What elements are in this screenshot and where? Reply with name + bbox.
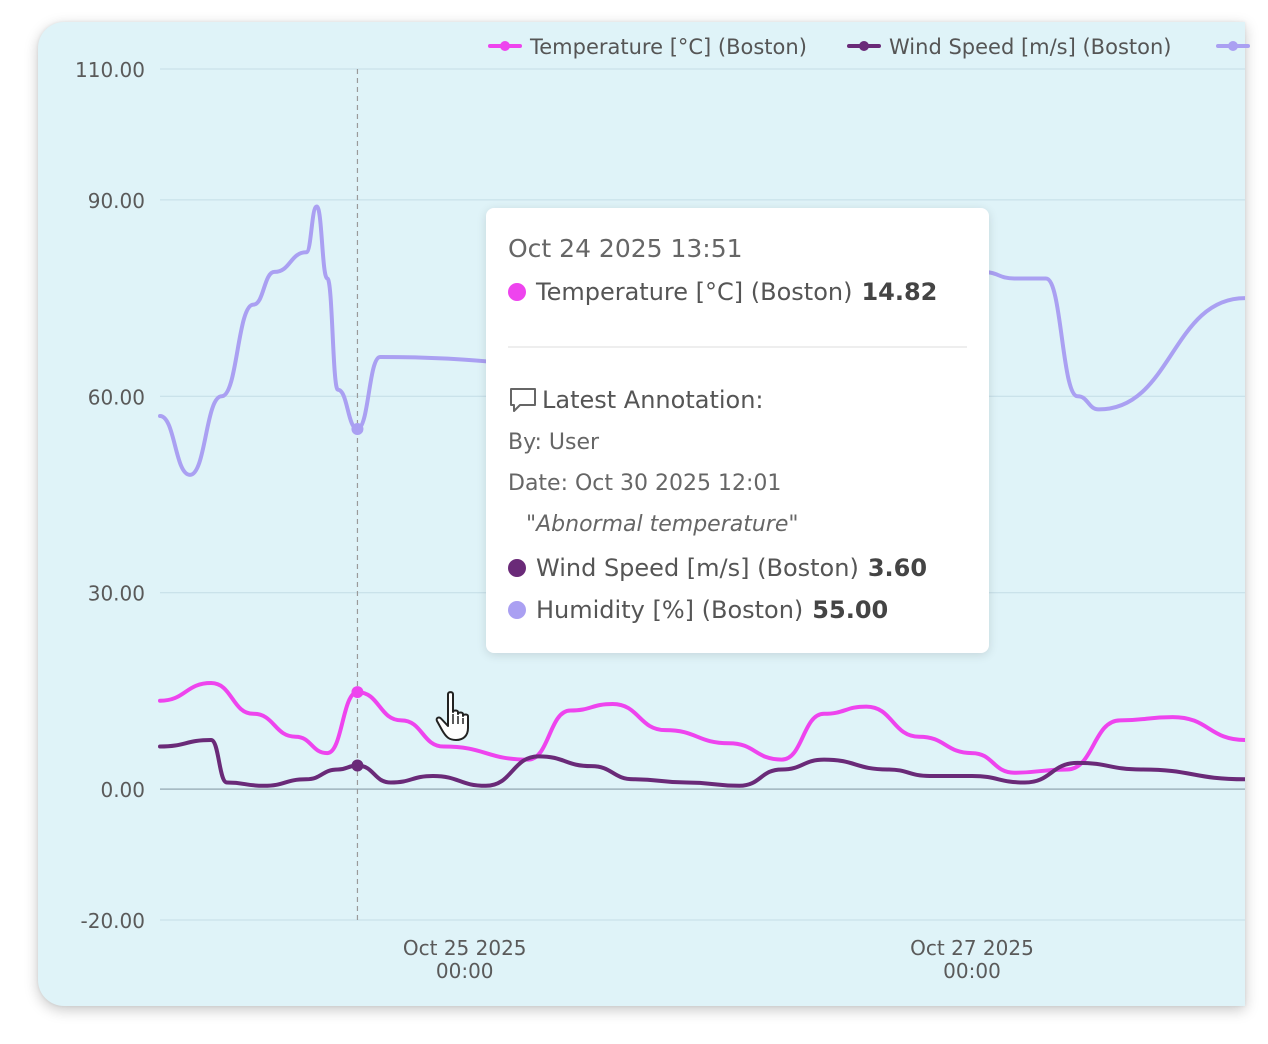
tooltip-wind-row: Wind Speed [m/s] (Boston) 3.60 [508, 554, 927, 582]
tooltip-annotation-heading-row: Latest Annotation: [508, 386, 764, 414]
hover-point-2 [351, 423, 364, 436]
y-tick-label: 110.00 [75, 58, 145, 82]
humidity-dot-icon [508, 601, 526, 619]
series-line-2 [158, 204, 1245, 477]
tooltip-annotation-heading: Latest Annotation: [542, 386, 764, 414]
tooltip-annotation-author: By: User [508, 430, 600, 455]
y-tick-label: 30.00 [88, 582, 145, 606]
x-tick-label: 00:00 [436, 959, 494, 983]
y-tick-label: 0.00 [100, 778, 145, 802]
legend-marker [859, 41, 869, 51]
x-tick-label: Oct 25 2025 [403, 936, 527, 960]
tooltip-humidity-value: 55.00 [812, 596, 889, 624]
tooltip-annotation-text: "Abnormal temperature" [526, 512, 799, 537]
tooltip-wind-label: Wind Speed [m/s] (Boston) [536, 554, 859, 582]
tooltip-humidity-label: Humidity [%] (Boston) [536, 596, 804, 624]
hand-pointer-icon [435, 691, 469, 741]
hover-point-1 [351, 759, 364, 772]
y-tick-label: -20.00 [81, 909, 145, 933]
wind-dot-icon [508, 559, 526, 577]
hover-tooltip: Oct 24 2025 13:51 Temperature [°C] (Bost… [486, 208, 989, 653]
hover-point-0 [351, 686, 364, 699]
series-line-0 [158, 681, 1245, 775]
tooltip-temperature-row: Temperature [°C] (Boston) 14.82 [508, 278, 937, 306]
legend-label: Temperature [°C] (Boston) [529, 35, 807, 59]
tooltip-temperature-label: Temperature [°C] (Boston) [536, 278, 853, 306]
y-tick-label: 90.00 [88, 189, 145, 213]
tooltip-humidity-row: Humidity [%] (Boston) 55.00 [508, 596, 888, 624]
legend-marker [500, 41, 510, 51]
x-tick-label: 00:00 [943, 959, 1001, 983]
tooltip-divider [508, 346, 967, 348]
x-tick-label: Oct 27 2025 [910, 936, 1034, 960]
tooltip-wind-value: 3.60 [867, 554, 928, 582]
comment-icon [510, 388, 536, 412]
series-line-1 [158, 737, 1245, 788]
legend-marker [1228, 41, 1238, 51]
tooltip-date: Oct 24 2025 13:51 [508, 234, 743, 263]
temperature-dot-icon [508, 283, 526, 301]
legend-label: Wind Speed [m/s] (Boston) [889, 35, 1171, 59]
tooltip-annotation-date: Date: Oct 30 2025 12:01 [508, 471, 782, 496]
y-tick-label: 60.00 [88, 385, 145, 409]
tooltip-temperature-value: 14.82 [861, 278, 938, 306]
